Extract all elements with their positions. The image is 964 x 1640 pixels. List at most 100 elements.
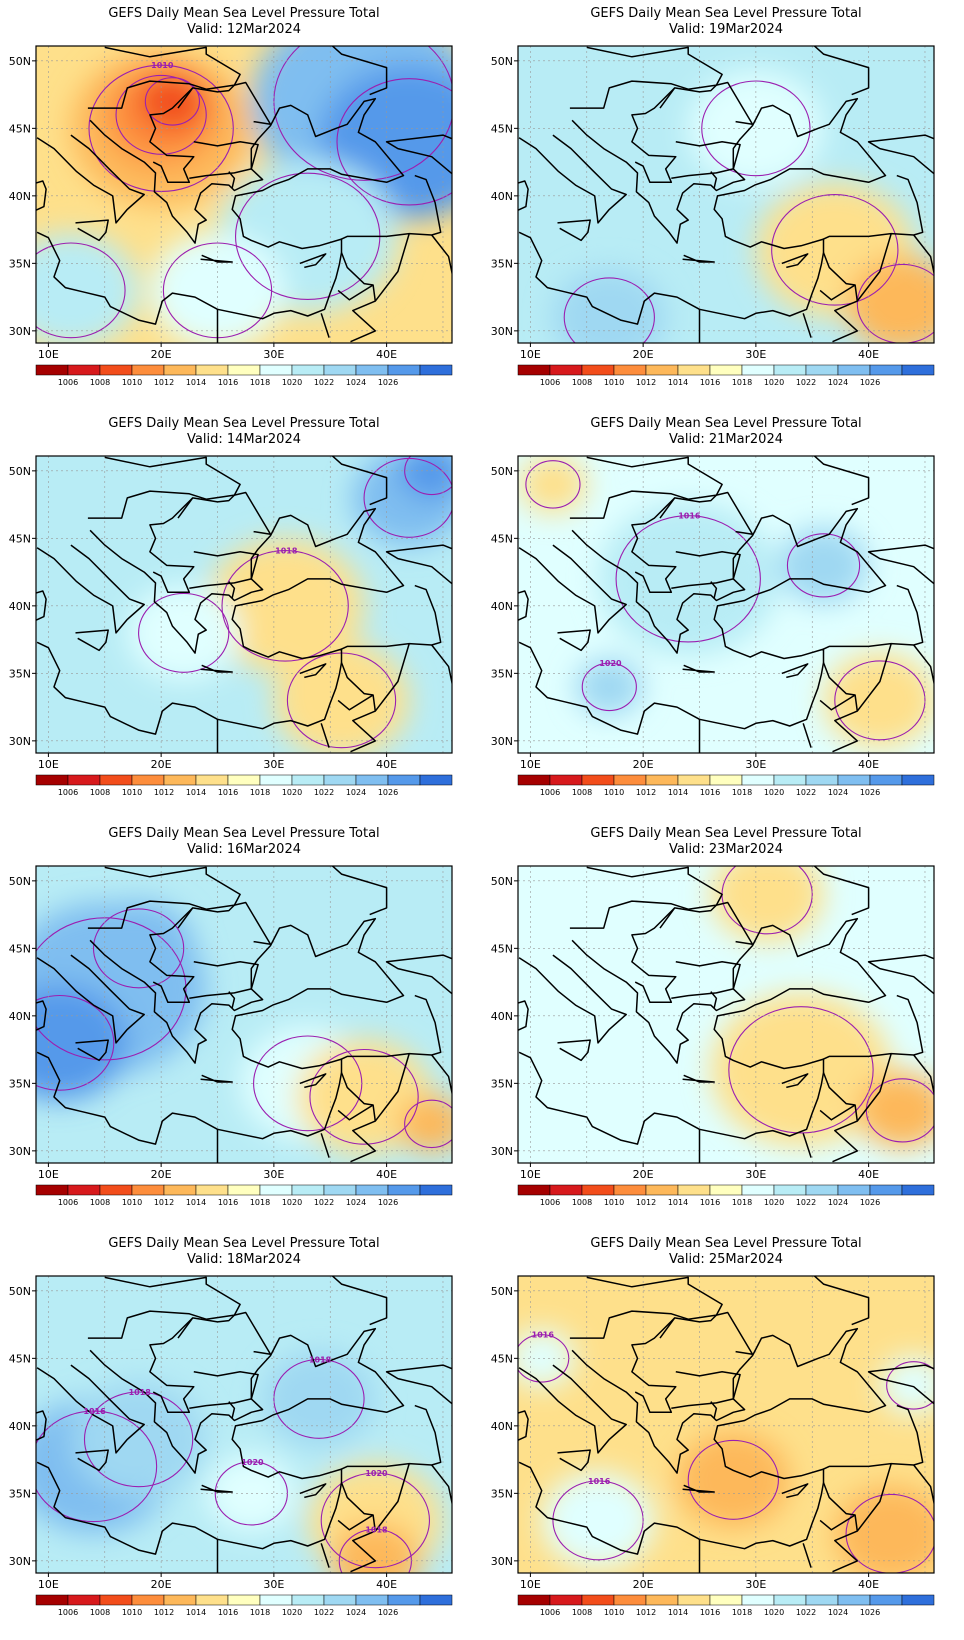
pressure-field xyxy=(518,46,934,343)
lat-tick-label: 45N xyxy=(491,1352,513,1365)
colorbar-swatch xyxy=(291,774,325,786)
colorbar-swatch xyxy=(323,1184,357,1196)
map-title: GEFS Daily Mean Sea Level Pressure Total xyxy=(108,6,379,21)
colorbar-swatch xyxy=(901,1594,935,1606)
contour-label: 1016 xyxy=(83,1407,106,1416)
colorbar-level-label: 1014 xyxy=(668,1608,688,1617)
pressure-region xyxy=(397,456,452,500)
coastlines xyxy=(36,456,452,753)
lon-tick-label: 40E xyxy=(858,758,879,771)
colorbar-level-label: 1024 xyxy=(346,378,366,387)
pressure-region xyxy=(676,1431,790,1528)
lat-tick-label: 50N xyxy=(9,55,31,68)
colorbar-swatch xyxy=(869,1184,903,1196)
lon-tick-label: 20E xyxy=(633,1578,654,1591)
colorbar-level-label: 1008 xyxy=(572,788,592,797)
lon-tick-label: 10E xyxy=(38,1578,59,1591)
colorbar-level-label: 1026 xyxy=(860,788,880,797)
isobar-line xyxy=(834,660,926,741)
isobar-line xyxy=(320,1472,431,1569)
colorbar-swatch xyxy=(741,774,775,786)
colorbar-level-label: 1006 xyxy=(540,788,560,797)
isobar-line xyxy=(36,994,115,1091)
lon-tick-label: 40E xyxy=(376,758,397,771)
contour-label: 1016 xyxy=(532,1331,555,1340)
colorbar-swatch xyxy=(677,1184,711,1196)
pressure-region xyxy=(688,70,824,186)
colorbar-swatch xyxy=(291,1184,325,1196)
isobar-line xyxy=(36,242,126,339)
colorbar-level-label: 1016 xyxy=(218,378,238,387)
colorbar-swatch xyxy=(517,364,551,376)
lat-tick-label: 30N xyxy=(491,325,513,338)
colorbar-swatch xyxy=(613,774,647,786)
isobar-line xyxy=(273,1358,365,1439)
lat-tick-label: 35N xyxy=(491,667,513,680)
graticule xyxy=(518,866,934,1163)
lon-tick-label: 20E xyxy=(633,758,654,771)
lon-tick-label: 20E xyxy=(151,1578,172,1591)
colorbar-swatch xyxy=(323,1594,357,1606)
colorbar-level-label: 1022 xyxy=(314,788,334,797)
pressure-region xyxy=(330,1522,421,1573)
colorbar-swatch xyxy=(195,364,229,376)
lon-tick-label: 20E xyxy=(151,758,172,771)
coastlines xyxy=(36,46,452,343)
lat-tick-label: 30N xyxy=(491,1145,513,1158)
lat-tick-label: 50N xyxy=(9,1285,31,1298)
colorbar-swatch xyxy=(163,1184,197,1196)
colorbar-swatch xyxy=(805,364,839,376)
colorbar-level-label: 1022 xyxy=(796,1198,816,1207)
lat-tick-label: 45N xyxy=(491,942,513,955)
colorbar-swatch xyxy=(67,1184,101,1196)
lat-tick-label: 30N xyxy=(9,735,31,748)
lat-tick-label: 35N xyxy=(491,1487,513,1500)
lat-tick-label: 35N xyxy=(9,257,31,270)
lat-tick-label: 30N xyxy=(491,735,513,748)
colorbar-level-label: 1010 xyxy=(122,378,142,387)
lat-tick-label: 35N xyxy=(9,1487,31,1500)
colorbar-level-label: 1014 xyxy=(186,1608,206,1617)
colorbar-level-label: 1014 xyxy=(186,788,206,797)
colorbar-level-label: 1008 xyxy=(572,1198,592,1207)
colorbar: 1006 1008 1010 1012 1014 1016 1018 1020 1022 1024… xyxy=(35,1594,453,1617)
colorbar-swatch xyxy=(677,364,711,376)
pressure-region xyxy=(834,1485,934,1573)
lat-tick-label: 30N xyxy=(9,1555,31,1568)
lat-tick-label: 40N xyxy=(491,1420,513,1433)
colorbar-level-label: 1006 xyxy=(540,1198,560,1207)
colorbar-swatch xyxy=(35,364,69,376)
isobar-line xyxy=(786,533,861,598)
colorbar-level-label: 1012 xyxy=(636,1198,656,1207)
colorbar-level-label: 1018 xyxy=(732,1608,752,1617)
lat-tick-label: 35N xyxy=(9,1077,31,1090)
colorbar-level-label: 1010 xyxy=(604,788,624,797)
colorbar-level-label: 1006 xyxy=(58,1198,78,1207)
lat-tick-label: 40N xyxy=(9,1420,31,1433)
colorbar: 1006 1008 1010 1012 1014 1016 1018 1020 1022 1024… xyxy=(35,364,453,387)
colorbar-swatch xyxy=(741,364,775,376)
isobar-line xyxy=(845,1493,934,1573)
pressure-region xyxy=(857,1072,934,1149)
colorbar-level-label: 1016 xyxy=(218,1198,238,1207)
colorbar-level-label: 1024 xyxy=(346,1608,366,1617)
isobar-line xyxy=(728,1006,874,1134)
map-panel: GEFS Daily Mean Sea Level Pressure Total… xyxy=(482,1230,964,1640)
pressure-region xyxy=(541,1472,655,1569)
map-frame xyxy=(35,865,453,1164)
contour-label: 1020 xyxy=(365,1469,388,1478)
colorbar-level-label: 1024 xyxy=(828,1198,848,1207)
colorbar-level-label: 1016 xyxy=(700,788,720,797)
valid-date: Valid: 19Mar2024 xyxy=(669,22,783,37)
colorbar-level-label: 1008 xyxy=(90,788,110,797)
lat-tick-label: 40N xyxy=(491,1010,513,1023)
lat-tick-label: 50N xyxy=(9,875,31,888)
colorbar-swatch xyxy=(805,1184,839,1196)
colorbar-level-label: 1008 xyxy=(572,378,592,387)
lat-tick-label: 40N xyxy=(491,600,513,613)
pressure-region xyxy=(879,1356,934,1415)
lon-tick-label: 30E xyxy=(263,348,284,361)
map-svg: GEFS Daily Mean Sea Level Pressure Total… xyxy=(9,416,453,797)
lat-tick-label: 45N xyxy=(9,942,31,955)
lat-tick-label: 50N xyxy=(491,875,513,888)
